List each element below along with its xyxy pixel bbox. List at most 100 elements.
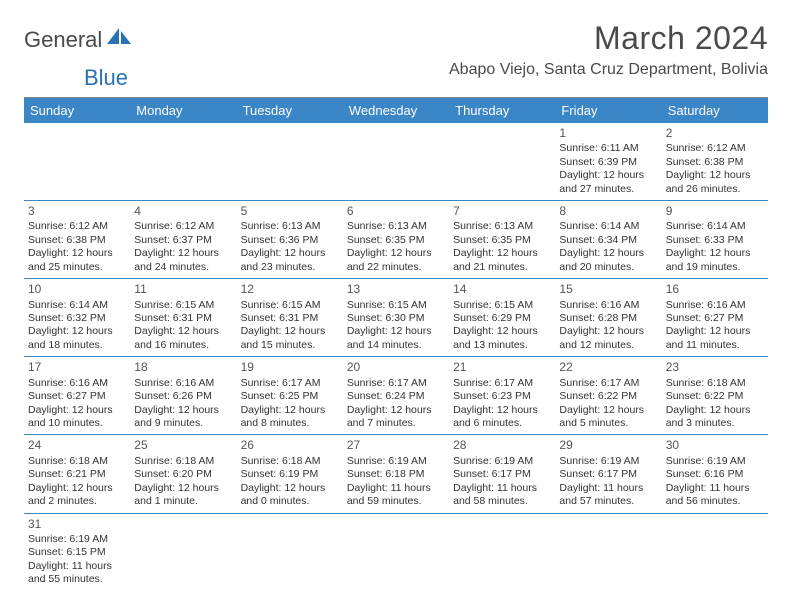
daylight-text: and 56 minutes. [666,495,764,508]
day-header: Tuesday [237,98,343,123]
daylight-text: Daylight: 12 hours [28,482,126,495]
day-number: 12 [241,282,339,297]
calendar-day-cell [24,123,130,201]
day-number: 25 [134,438,232,453]
daylight-text: and 59 minutes. [347,495,445,508]
day-number: 24 [28,438,126,453]
calendar-day-cell [555,513,661,591]
daylight-text: and 19 minutes. [666,261,764,274]
daylight-text: Daylight: 12 hours [241,247,339,260]
sunset-text: Sunset: 6:33 PM [666,234,764,247]
day-number: 15 [559,282,657,297]
sunrise-text: Sunrise: 6:15 AM [241,299,339,312]
sunrise-text: Sunrise: 6:19 AM [559,455,657,468]
calendar-day-cell: 4Sunrise: 6:12 AMSunset: 6:37 PMDaylight… [130,201,236,279]
daylight-text: Daylight: 12 hours [134,325,232,338]
sunset-text: Sunset: 6:18 PM [347,468,445,481]
sunrise-text: Sunrise: 6:19 AM [453,455,551,468]
logo-text-blue: Blue [84,65,128,90]
calendar-day-cell: 6Sunrise: 6:13 AMSunset: 6:35 PMDaylight… [343,201,449,279]
sunset-text: Sunset: 6:15 PM [28,546,126,559]
daylight-text: Daylight: 12 hours [134,482,232,495]
daylight-text: and 6 minutes. [453,417,551,430]
sunrise-text: Sunrise: 6:14 AM [666,220,764,233]
daylight-text: and 2 minutes. [28,495,126,508]
sunset-text: Sunset: 6:28 PM [559,312,657,325]
day-number: 17 [28,360,126,375]
day-number: 23 [666,360,764,375]
daylight-text: and 5 minutes. [559,417,657,430]
day-number: 26 [241,438,339,453]
day-number: 19 [241,360,339,375]
calendar-day-cell: 16Sunrise: 6:16 AMSunset: 6:27 PMDayligh… [662,279,768,357]
sunset-text: Sunset: 6:35 PM [453,234,551,247]
daylight-text: and 58 minutes. [453,495,551,508]
calendar-day-cell [130,513,236,591]
sunset-text: Sunset: 6:21 PM [28,468,126,481]
day-header: Friday [555,98,661,123]
calendar-day-cell: 20Sunrise: 6:17 AMSunset: 6:24 PMDayligh… [343,357,449,435]
sunrise-text: Sunrise: 6:16 AM [28,377,126,390]
day-number: 16 [666,282,764,297]
day-number: 13 [347,282,445,297]
calendar-day-cell [449,513,555,591]
daylight-text: Daylight: 11 hours [28,560,126,573]
day-number: 21 [453,360,551,375]
sunrise-text: Sunrise: 6:19 AM [347,455,445,468]
day-header: Saturday [662,98,768,123]
calendar-day-cell: 7Sunrise: 6:13 AMSunset: 6:35 PMDaylight… [449,201,555,279]
day-number: 30 [666,438,764,453]
day-number: 3 [28,204,126,219]
calendar-table: Sunday Monday Tuesday Wednesday Thursday… [24,98,768,591]
day-number: 7 [453,204,551,219]
calendar-day-cell [662,513,768,591]
sunset-text: Sunset: 6:26 PM [134,390,232,403]
sunset-text: Sunset: 6:29 PM [453,312,551,325]
day-number: 31 [28,517,126,532]
title-block: March 2024 Abapo Viejo, Santa Cruz Depar… [449,20,768,79]
daylight-text: Daylight: 12 hours [241,325,339,338]
day-header: Sunday [24,98,130,123]
location-subtitle: Abapo Viejo, Santa Cruz Department, Boli… [449,61,768,79]
calendar-body: 1Sunrise: 6:11 AMSunset: 6:39 PMDaylight… [24,123,768,591]
sunrise-text: Sunrise: 6:17 AM [559,377,657,390]
daylight-text: and 0 minutes. [241,495,339,508]
sunrise-text: Sunrise: 6:18 AM [241,455,339,468]
daylight-text: and 7 minutes. [347,417,445,430]
day-number: 9 [666,204,764,219]
calendar-day-cell: 24Sunrise: 6:18 AMSunset: 6:21 PMDayligh… [24,435,130,513]
daylight-text: Daylight: 11 hours [666,482,764,495]
sunrise-text: Sunrise: 6:15 AM [347,299,445,312]
calendar-day-cell: 22Sunrise: 6:17 AMSunset: 6:22 PMDayligh… [555,357,661,435]
calendar-day-cell: 11Sunrise: 6:15 AMSunset: 6:31 PMDayligh… [130,279,236,357]
calendar-week-row: 10Sunrise: 6:14 AMSunset: 6:32 PMDayligh… [24,279,768,357]
calendar-day-cell [449,123,555,201]
sunrise-text: Sunrise: 6:16 AM [134,377,232,390]
daylight-text: and 10 minutes. [28,417,126,430]
day-header: Thursday [449,98,555,123]
sunset-text: Sunset: 6:27 PM [666,312,764,325]
day-number: 6 [347,204,445,219]
daylight-text: Daylight: 12 hours [347,404,445,417]
sunrise-text: Sunrise: 6:13 AM [347,220,445,233]
calendar-day-cell: 17Sunrise: 6:16 AMSunset: 6:27 PMDayligh… [24,357,130,435]
daylight-text: Daylight: 12 hours [559,404,657,417]
day-number: 4 [134,204,232,219]
day-number: 20 [347,360,445,375]
daylight-text: and 21 minutes. [453,261,551,274]
day-number: 2 [666,126,764,141]
sunset-text: Sunset: 6:17 PM [453,468,551,481]
day-number: 10 [28,282,126,297]
daylight-text: Daylight: 12 hours [28,247,126,260]
calendar-day-cell: 26Sunrise: 6:18 AMSunset: 6:19 PMDayligh… [237,435,343,513]
calendar-day-cell: 8Sunrise: 6:14 AMSunset: 6:34 PMDaylight… [555,201,661,279]
daylight-text: and 57 minutes. [559,495,657,508]
sunset-text: Sunset: 6:17 PM [559,468,657,481]
sunrise-text: Sunrise: 6:18 AM [134,455,232,468]
day-number: 11 [134,282,232,297]
daylight-text: Daylight: 12 hours [241,482,339,495]
calendar-week-row: 31Sunrise: 6:19 AMSunset: 6:15 PMDayligh… [24,513,768,591]
sunset-text: Sunset: 6:37 PM [134,234,232,247]
sunset-text: Sunset: 6:24 PM [347,390,445,403]
day-number: 29 [559,438,657,453]
